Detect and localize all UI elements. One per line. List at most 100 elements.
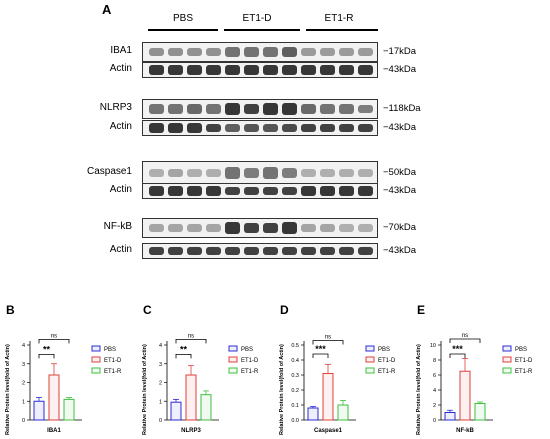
blot-strip	[142, 161, 378, 185]
blot-band	[358, 65, 373, 75]
blot-band	[358, 48, 373, 56]
chart-legend-label: ET1-D	[515, 358, 533, 364]
blot-band	[263, 103, 278, 115]
chart-ylabel: Relative Protein level(fold of Actin)	[279, 344, 285, 435]
chart-legend-swatch	[365, 356, 375, 363]
panel-letter-a: A	[102, 2, 112, 17]
blot-band	[225, 124, 240, 132]
chart-y-tick-label: 0	[159, 418, 162, 424]
blot-strip	[142, 243, 378, 259]
blot-band	[339, 123, 354, 133]
chart-y-tick-label: 2	[433, 403, 436, 409]
chart-bar	[459, 370, 471, 421]
blot-band	[358, 104, 373, 114]
chart-panel-letter: B	[6, 303, 15, 317]
blot-band	[301, 224, 316, 232]
chart-legend-label: PBS	[241, 347, 253, 353]
group-label-et1-r: ET1-R	[324, 13, 354, 24]
blot-band	[168, 123, 183, 133]
blot-band	[301, 246, 316, 256]
blot-band	[149, 65, 164, 75]
chart-y-tick-label: 10	[430, 343, 436, 349]
blot-band	[282, 47, 297, 57]
chart-significance-label: ns	[188, 333, 194, 339]
blot-band	[358, 246, 373, 256]
blot-band	[358, 224, 373, 232]
blot-band	[149, 224, 164, 232]
blot-strip	[142, 120, 378, 136]
blot-band	[187, 168, 202, 178]
chart-ylabel: Relative Protein level(fold of Actin)	[416, 344, 422, 435]
blot-band	[301, 104, 316, 114]
chart-legend-label: PBS	[515, 347, 527, 353]
chart-legend-swatch	[228, 356, 238, 363]
chart-significance-bracket	[38, 338, 70, 344]
blot-band	[206, 168, 221, 178]
chart-xlabel: IBA1	[47, 428, 61, 434]
blot-row-label: Actin	[109, 63, 132, 74]
chart-bar	[474, 403, 486, 421]
blot-row-label: Actin	[109, 121, 132, 132]
blot-band	[263, 167, 278, 179]
chart-bar	[33, 400, 45, 421]
chart-y-tick-label: 3	[22, 362, 25, 368]
chart-legend-label: ET1-D	[241, 358, 259, 364]
blot-band	[149, 168, 164, 178]
blot-band	[206, 104, 221, 114]
chart-y-tick-label: 0.3	[291, 373, 299, 379]
chart-xlabel: NLRP3	[181, 428, 201, 434]
blot-band	[168, 168, 183, 178]
chart-significance-label: ns	[462, 333, 468, 339]
group-bar-et1-r	[306, 29, 378, 31]
blot-band	[282, 167, 297, 179]
blot-band	[320, 65, 335, 75]
chart-legend-swatch	[91, 367, 101, 374]
chart-y-tick-label: 0.2	[291, 388, 299, 394]
blot-band	[301, 168, 316, 178]
chart-bar	[444, 412, 456, 421]
chart-legend-swatch	[91, 356, 101, 363]
chart-legend-swatch	[502, 356, 512, 363]
blot-band	[320, 104, 335, 114]
blot-band	[282, 246, 297, 256]
blot-band	[225, 246, 240, 256]
molecular-weight-label: −50kDa	[383, 167, 417, 178]
blot-band	[187, 104, 202, 114]
blot-band	[282, 65, 297, 75]
blot-band	[263, 47, 278, 57]
chart-bar	[185, 374, 197, 421]
chart-y-tick-label: 2	[22, 381, 25, 387]
blot-band	[187, 224, 202, 232]
chart-legend-label: PBS	[104, 347, 116, 353]
molecular-weight-label: −43kDa	[383, 245, 417, 256]
chart-significance-label: ***	[315, 344, 326, 354]
chart-legend-label: ET1-R	[515, 369, 533, 375]
blot-row-label: Caspase1	[86, 166, 132, 177]
chart-panel-letter: D	[280, 303, 289, 317]
blot-band	[187, 47, 202, 57]
blot-band	[301, 48, 316, 56]
blot-band	[187, 246, 202, 256]
blot-band	[263, 123, 278, 133]
chart-significance-bracket	[449, 353, 466, 358]
blot-band	[282, 103, 297, 115]
blot-band	[206, 224, 221, 232]
chart-bar	[48, 374, 60, 421]
chart-bar	[200, 394, 212, 421]
molecular-weight-label: −43kDa	[383, 185, 417, 196]
blot-band	[244, 222, 259, 234]
blot-band	[339, 168, 354, 178]
blot-band	[301, 186, 316, 196]
blot-band	[244, 65, 259, 75]
blot-band	[187, 186, 202, 196]
chart-legend-label: ET1-R	[241, 369, 259, 375]
blot-band	[339, 186, 354, 196]
chart-y-tick-label: 0	[433, 418, 436, 424]
blot-band	[225, 47, 240, 57]
blot-band	[320, 168, 335, 178]
blot-band	[206, 47, 221, 57]
blot-row-label: Actin	[109, 184, 132, 195]
blot-band	[149, 246, 164, 256]
group-bar-pbs	[148, 29, 218, 31]
blot-band	[339, 104, 354, 114]
